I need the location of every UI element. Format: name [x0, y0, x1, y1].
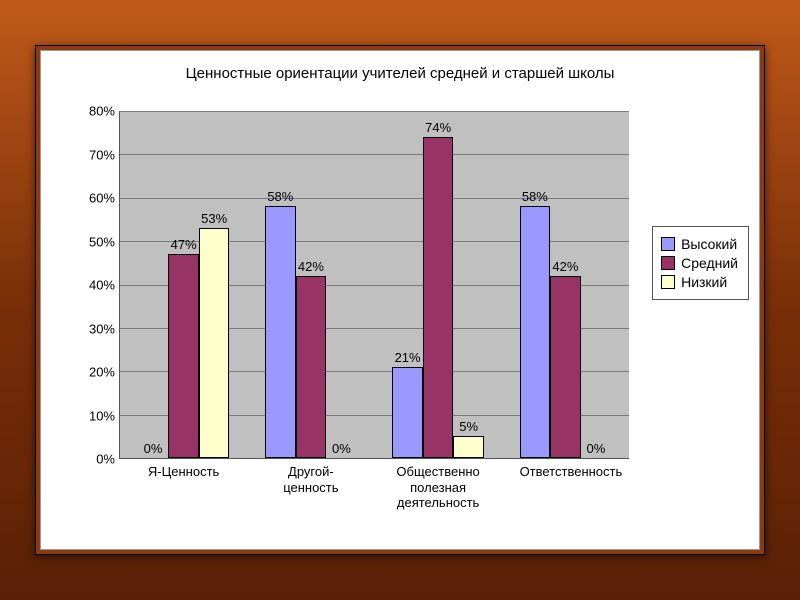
bar-value-label: 58% — [510, 189, 560, 204]
ytick-label: 0% — [71, 452, 115, 467]
x-axis-label: Я-Ценность — [138, 458, 230, 480]
bar — [265, 206, 296, 458]
legend-item: Высокий — [661, 236, 738, 252]
ytick-label: 70% — [71, 147, 115, 162]
bar — [296, 276, 327, 458]
bar-value-label: 74% — [413, 120, 463, 135]
chart-panel: Ценностные ориентации учителей средней и… — [40, 50, 760, 550]
inner-border: Ценностные ориентации учителей средней и… — [35, 45, 765, 555]
chart-title: Ценностные ориентации учителей средней и… — [41, 65, 759, 82]
legend-swatch — [661, 275, 675, 289]
legend-label: Высокий — [681, 236, 737, 252]
bar — [168, 254, 199, 458]
legend-label: Средний — [681, 255, 738, 271]
ytick-label: 30% — [71, 321, 115, 336]
bar-value-label: 5% — [444, 419, 494, 434]
ytick-label: 10% — [71, 408, 115, 423]
bar — [550, 276, 581, 458]
slide-frame: Ценностные ориентации учителей средней и… — [0, 0, 800, 600]
bar-value-label: 53% — [189, 211, 239, 226]
ytick-label: 80% — [71, 104, 115, 119]
legend-swatch — [661, 237, 675, 251]
bar — [453, 436, 484, 458]
bar — [392, 367, 423, 458]
plot-area: 0%47%53%Я-Ценность58%42%0%Другой-ценност… — [119, 111, 629, 459]
x-axis-label: Ответственность — [520, 458, 612, 480]
legend-swatch — [661, 256, 675, 270]
ytick-label: 50% — [71, 234, 115, 249]
bar-value-label: 0% — [571, 441, 621, 456]
bar — [423, 137, 454, 458]
gridline — [120, 111, 629, 112]
legend-item: Средний — [661, 255, 738, 271]
bar-value-label: 42% — [540, 259, 590, 274]
ytick-label: 60% — [71, 191, 115, 206]
bar-value-label: 0% — [316, 441, 366, 456]
legend-item: Низкий — [661, 274, 738, 290]
bar-value-label: 42% — [286, 259, 336, 274]
ytick-label: 40% — [71, 278, 115, 293]
bar — [199, 228, 230, 458]
legend: Высокий Средний Низкий — [652, 226, 749, 300]
plot-wrap: 0%47%53%Я-Ценность58%42%0%Другой-ценност… — [71, 111, 629, 459]
x-axis-label: Общественно полезная деятельность — [392, 458, 484, 511]
legend-label: Низкий — [681, 274, 727, 290]
bar-value-label: 58% — [255, 189, 305, 204]
chart-title-text: Ценностные ориентации учителей средней и… — [186, 65, 615, 82]
x-axis-label: Другой-ценность — [265, 458, 357, 495]
gridline — [120, 154, 629, 155]
bar — [520, 206, 551, 458]
ytick-label: 20% — [71, 365, 115, 380]
